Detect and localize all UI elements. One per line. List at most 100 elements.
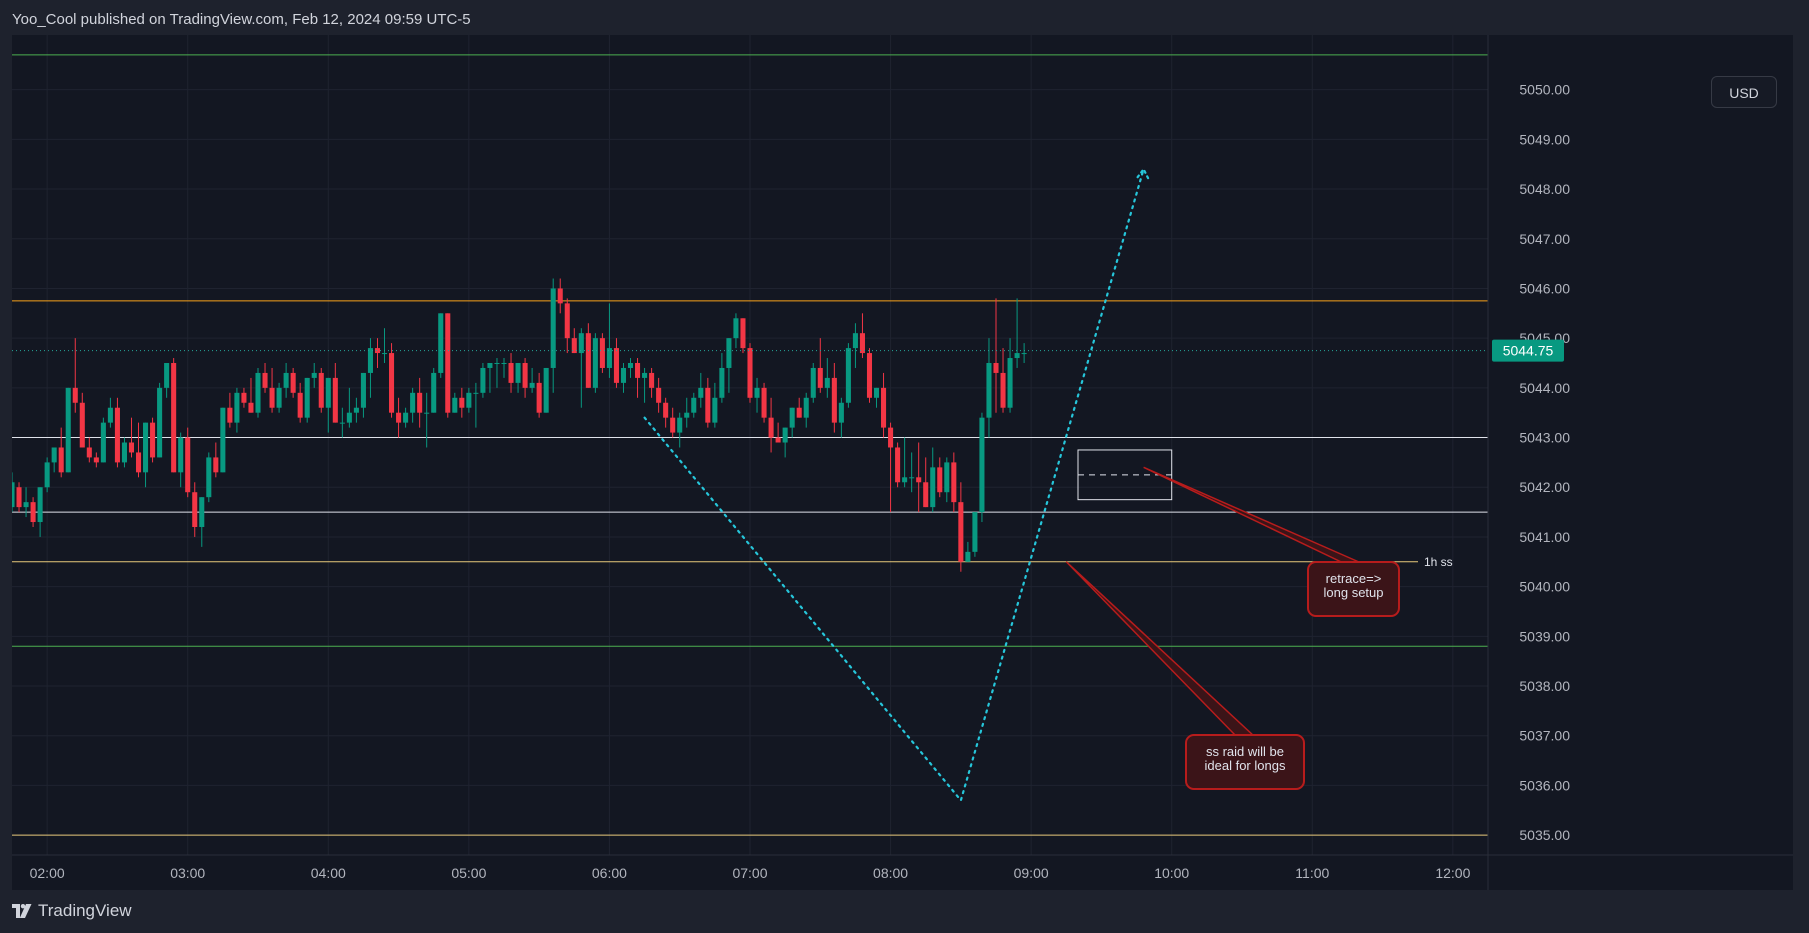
candle[interactable] [86, 437, 92, 463]
candle[interactable] [1007, 338, 1013, 413]
candle[interactable] [726, 338, 732, 393]
candle[interactable] [796, 397, 802, 418]
candle[interactable] [782, 427, 788, 458]
candle[interactable] [220, 407, 226, 473]
candle[interactable] [150, 417, 156, 463]
candle[interactable] [944, 457, 950, 503]
candle[interactable] [606, 303, 612, 378]
candle[interactable] [578, 328, 584, 408]
candle[interactable] [332, 363, 338, 423]
candle[interactable] [712, 382, 718, 428]
candle[interactable] [346, 387, 352, 428]
candle[interactable] [206, 452, 212, 503]
candle[interactable] [199, 497, 205, 547]
candle[interactable] [733, 313, 739, 349]
candle[interactable] [550, 278, 556, 393]
candle[interactable] [353, 397, 359, 423]
candle[interactable] [571, 328, 577, 354]
candle[interactable] [916, 442, 922, 513]
candle[interactable] [529, 367, 535, 393]
candle[interactable] [705, 377, 711, 428]
candle[interactable] [613, 338, 619, 388]
candle[interactable] [276, 382, 282, 413]
candle[interactable] [487, 363, 493, 393]
candle[interactable] [501, 358, 507, 378]
candle[interactable] [937, 457, 943, 498]
candle[interactable] [290, 367, 296, 398]
candle[interactable] [473, 382, 479, 428]
candle[interactable] [789, 407, 795, 438]
candle[interactable] [403, 407, 409, 428]
candle[interactable] [93, 452, 99, 468]
candle[interactable] [107, 397, 113, 428]
candle[interactable] [135, 422, 142, 478]
candle[interactable] [438, 313, 444, 378]
candle[interactable] [642, 367, 648, 403]
candle[interactable] [311, 363, 317, 388]
candle[interactable] [171, 358, 177, 473]
candle[interactable] [143, 422, 149, 488]
candle[interactable] [740, 318, 746, 354]
candle[interactable] [325, 377, 331, 433]
candle[interactable] [374, 338, 381, 368]
candle[interactable] [585, 323, 591, 388]
candle[interactable] [248, 377, 254, 413]
candle[interactable] [269, 367, 275, 413]
candle[interactable] [803, 392, 809, 428]
callout-annotation[interactable]: retrace=>long setup [1143, 466, 1400, 617]
candle[interactable] [881, 372, 887, 438]
candle[interactable] [986, 338, 992, 438]
candle[interactable] [852, 323, 858, 368]
projection-path[interactable] [643, 168, 1145, 803]
candle[interactable] [838, 397, 844, 438]
candle[interactable] [51, 447, 57, 473]
candle[interactable] [691, 392, 697, 418]
candle[interactable] [923, 457, 929, 508]
candle[interactable] [30, 497, 36, 527]
candle[interactable] [58, 427, 64, 478]
candle[interactable] [522, 358, 528, 398]
candle[interactable] [227, 392, 233, 428]
candle[interactable] [100, 417, 106, 463]
candle[interactable] [1014, 298, 1020, 368]
candle[interactable] [810, 363, 816, 403]
candle[interactable] [831, 363, 837, 433]
candle[interactable] [339, 407, 345, 438]
candle[interactable] [234, 387, 240, 433]
tradingview-brand[interactable]: TradingView [12, 898, 132, 924]
candle[interactable] [178, 432, 184, 488]
candle[interactable] [663, 397, 669, 428]
candle[interactable] [670, 407, 676, 438]
candle[interactable] [192, 482, 198, 537]
candle[interactable] [360, 372, 366, 418]
candle[interactable] [121, 437, 127, 468]
candle[interactable] [557, 278, 563, 314]
candle[interactable] [635, 358, 641, 398]
candle[interactable] [627, 358, 634, 378]
candle[interactable] [747, 343, 753, 403]
candle[interactable] [873, 387, 880, 408]
candle[interactable] [410, 387, 416, 423]
candle[interactable] [979, 412, 985, 523]
candle[interactable] [909, 452, 915, 493]
candle[interactable] [431, 367, 437, 413]
candle[interactable] [466, 387, 472, 413]
candle[interactable] [65, 387, 71, 473]
candle[interactable] [494, 358, 500, 388]
candle[interactable] [459, 387, 465, 418]
candle[interactable] [754, 377, 760, 413]
candle[interactable] [213, 442, 219, 478]
candle[interactable] [1021, 343, 1027, 363]
candle[interactable] [452, 392, 458, 413]
candle[interactable] [381, 328, 388, 363]
candle[interactable] [185, 427, 191, 498]
candle[interactable] [445, 313, 451, 418]
candle[interactable] [866, 348, 873, 403]
candle[interactable] [684, 397, 690, 428]
candle[interactable] [16, 482, 22, 513]
candle[interactable] [592, 333, 598, 393]
candle[interactable] [157, 382, 163, 458]
candle[interactable] [304, 377, 310, 423]
